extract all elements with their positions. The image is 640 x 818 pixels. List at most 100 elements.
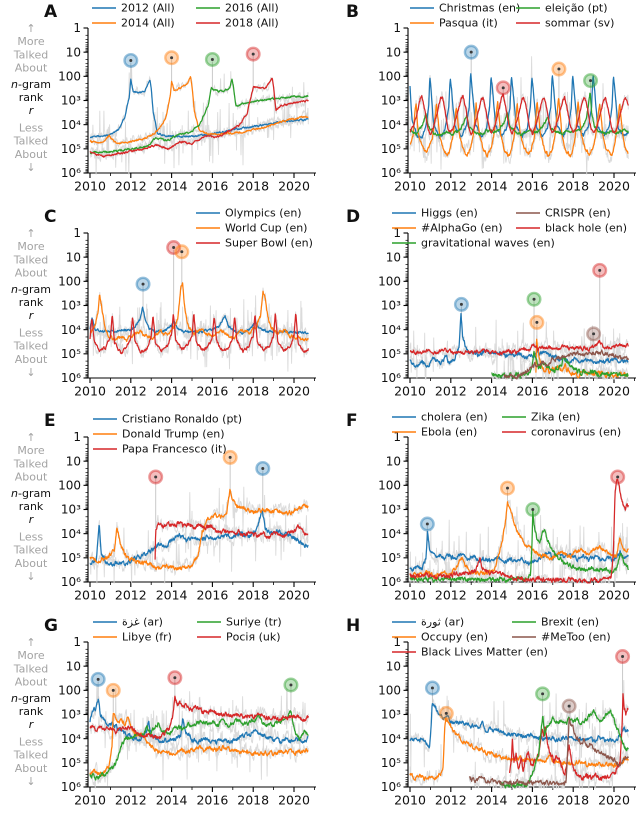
x-tick-label: 2010 <box>74 179 106 194</box>
series-group <box>409 73 629 158</box>
series-line-Brexit (en) <box>499 708 629 788</box>
series-line-Suriye (tr) <box>89 709 309 781</box>
y-tick-label: 10⁴ <box>381 118 401 132</box>
series-line-2018 (All) <box>89 77 309 158</box>
series-group <box>89 488 309 571</box>
legend-item-Christmas (en): Christmas (en) <box>410 2 520 15</box>
peak-marker-Libye (fr) <box>105 682 121 698</box>
x-tick-label: 2020 <box>598 179 630 194</box>
x-tick-label: 2010 <box>394 179 426 194</box>
legend-item-gravitational waves (en): gravitational waves (en) <box>392 236 555 249</box>
legend: Olympics (en) World Cup (en) Super Bowl (e… <box>196 206 313 249</box>
peak-markers <box>135 239 190 292</box>
raw-series-Brexit (en) <box>499 692 629 788</box>
annotation-line: More <box>17 444 45 457</box>
x-axis: 2010 2012 2014 2016 2018 2020 <box>394 377 635 398</box>
legend-label: ثورة (ar) <box>421 615 464 628</box>
y-tick-label: 10⁶ <box>381 371 401 385</box>
peak-markers <box>424 648 631 721</box>
annotation-line: About <box>15 471 48 484</box>
legend-item-غزة (ar): غزة (ar) <box>93 615 163 628</box>
panel-F-container: F 1 10 100 10³ 10⁴ 10⁵ 10⁶ 2010 2012 2014 2016 2018 2… <box>320 409 640 614</box>
legend-label: Occupy (en) <box>421 630 488 643</box>
legend-label: Donald Trump (en) <box>122 428 225 441</box>
series-line-Zika (en) <box>409 510 629 584</box>
annotation-line: Less <box>19 530 43 543</box>
legend-label: Zika (en) <box>531 411 580 424</box>
legend-item-cholera (en): cholera (en) <box>392 411 488 424</box>
x-tick-label: 2014 <box>476 179 508 194</box>
annotation-line: n-gram <box>11 282 51 295</box>
series-line-Donald Trump (en) <box>89 488 309 571</box>
x-tick-label: 2020 <box>598 792 630 807</box>
annotation-line: rank <box>19 500 44 513</box>
y-tick-label: 10⁴ <box>381 527 401 541</box>
panel-E-container: ↑ More Talked About n-gram rank r Less Talked Abo… <box>0 409 320 614</box>
x-tick-label: 2016 <box>196 383 228 398</box>
series-group <box>409 312 629 379</box>
x-tick-label: 2014 <box>156 792 188 807</box>
peak-marker-World Cup (en) <box>174 243 190 259</box>
legend-item-ثورة (ar): ثورة (ar) <box>392 615 464 628</box>
peak-marker-Donald Trump (en) <box>222 449 238 465</box>
annotation-line: ↓ <box>26 161 35 174</box>
legend-item-Donald Trump (en): Donald Trump (en) <box>93 428 225 441</box>
y-tick-label: 1 <box>393 635 401 649</box>
peak-marker-Zika (en) <box>525 501 541 517</box>
y-tick-label: 10⁵ <box>61 756 81 770</box>
x-axis: 2010 2012 2014 2016 2018 2020 <box>74 377 315 398</box>
legend-item-Olympics (en): Olympics (en) <box>196 206 302 219</box>
y-tick-label: 100 <box>58 479 81 493</box>
peak-marker-Olympics (en) <box>135 276 151 292</box>
legend-item-Ebola (en): Ebola (en) <box>392 426 477 439</box>
series-group <box>89 281 309 354</box>
legend-item-Higgs (en): Higgs (en) <box>392 206 478 219</box>
y-tick-label: 10³ <box>61 707 81 721</box>
legend-label: Papa Francesco (it) <box>122 443 227 456</box>
x-tick-label: 2014 <box>156 179 188 194</box>
x-tick-label: 2014 <box>476 588 508 603</box>
peak-marker-eleição (pt) <box>583 73 599 89</box>
y-tick-label: 10⁵ <box>61 551 81 565</box>
legend-item-Libye (fr): Libye (fr) <box>93 630 172 643</box>
y-tick-label: 1 <box>73 635 81 649</box>
annotation-line: r <box>29 513 35 526</box>
annotation-line: Less <box>19 735 43 748</box>
y-axis: 1 10 100 10³ 10⁴ 10⁵ 10⁶ <box>378 635 408 794</box>
annotation-line: About <box>15 148 48 161</box>
series-line-Black Lives Matter (en) <box>508 692 629 781</box>
y-tick-label: 10 <box>386 45 401 59</box>
x-tick-label: 2020 <box>598 588 630 603</box>
legend-item-#MeToo (en): #MeToo (en) <box>512 630 611 643</box>
y-axis: 1 10 100 10³ 10⁴ 10⁵ 10⁶ <box>58 635 88 794</box>
annotation-line: ↑ <box>26 227 35 240</box>
peak-marker-ثورة (ar) <box>424 679 440 695</box>
peak-marker-Papa Francesco (it) <box>148 469 164 485</box>
x-tick-label: 2020 <box>278 179 310 194</box>
panel-label-F: F <box>346 411 358 431</box>
legend-label: 2012 (All) <box>121 2 175 15</box>
x-tick-label: 2012 <box>435 383 467 398</box>
peak-marker-#AlphaGo (en) <box>529 314 545 330</box>
y-tick-label: 10⁵ <box>381 756 401 770</box>
x-axis: 2010 2012 2014 2016 2018 2020 <box>74 582 315 603</box>
series-line-2016 (All) <box>89 78 309 155</box>
annotation-line: rank <box>19 296 44 309</box>
legend-label: Suriye (tr) <box>226 615 282 628</box>
x-axis: 2010 2012 2014 2016 2018 2020 <box>394 173 635 194</box>
peak-marker-Suriye (tr) <box>283 676 299 692</box>
y-tick-label: 10³ <box>381 298 401 312</box>
peak-marker-Higgs (en) <box>453 296 469 312</box>
raw-series-Super Bowl (en) <box>89 294 309 372</box>
series-line-Cristiano Ronaldo (pt) <box>89 509 309 567</box>
panel-B-container: B 1 10 100 10³ 10⁴ 10⁵ 10⁶ 2010 2012 2014 2016 2018 2… <box>320 0 640 205</box>
peak-marker-CRISPR (en) <box>586 325 602 341</box>
x-axis: 2010 2012 2014 2016 2018 2020 <box>394 582 635 603</box>
annotation-line: Less <box>19 121 43 134</box>
x-tick-label: 2018 <box>557 179 589 194</box>
legend-item-Black Lives Matter (en): Black Lives Matter (en) <box>392 645 548 658</box>
y-tick-label: 1 <box>393 21 401 35</box>
